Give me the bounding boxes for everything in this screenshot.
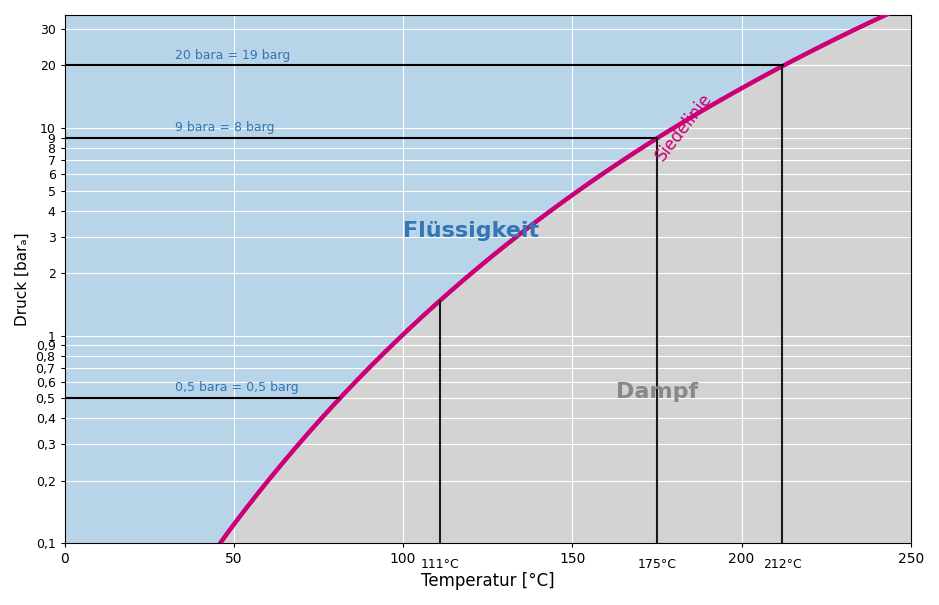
Text: Dampf: Dampf — [616, 382, 698, 402]
Text: Flüssigkeit: Flüssigkeit — [403, 221, 539, 241]
Text: 0,5 bara = 0,5 barg: 0,5 bara = 0,5 barg — [175, 381, 299, 394]
Text: 175°C: 175°C — [638, 558, 676, 571]
Text: Siedelinie: Siedelinie — [652, 90, 716, 164]
Text: 20 bara = 19 barg: 20 bara = 19 barg — [175, 48, 290, 62]
Polygon shape — [65, 15, 885, 543]
Y-axis label: Druck [barₐ]: Druck [barₐ] — [15, 232, 30, 326]
X-axis label: Temperatur [°C]: Temperatur [°C] — [421, 572, 555, 590]
Text: 111°C: 111°C — [421, 558, 460, 571]
Text: 212°C: 212°C — [762, 558, 802, 571]
Text: 9 bara = 8 barg: 9 bara = 8 barg — [175, 120, 274, 134]
